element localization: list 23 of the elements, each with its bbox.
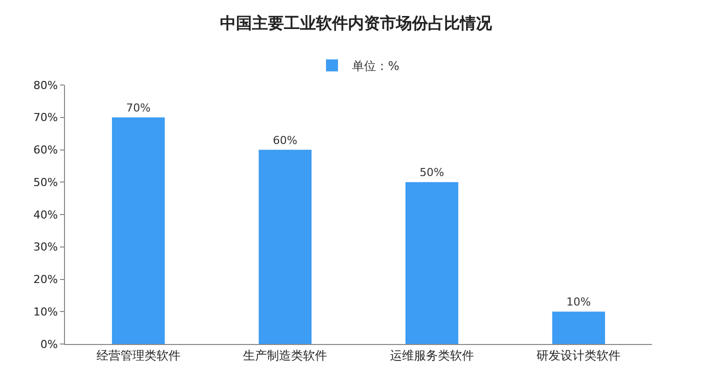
y-tick-label: 80% bbox=[33, 78, 58, 92]
bar bbox=[112, 117, 165, 344]
chart-title: 中国主要工业软件内资市场份占比情况 bbox=[220, 14, 493, 33]
data-label: 70% bbox=[126, 101, 151, 114]
data-label: 50% bbox=[420, 166, 444, 180]
x-tick-label: 运维服务类软件 bbox=[390, 348, 474, 362]
data-label: 10% bbox=[566, 296, 591, 309]
y-tick-label: 10% bbox=[33, 305, 58, 318]
y-tick-label: 60% bbox=[33, 144, 58, 157]
x-tick-label: 研发设计类软件 bbox=[536, 348, 621, 362]
y-tick-label: 0% bbox=[40, 338, 58, 351]
y-tick-label: 40% bbox=[33, 208, 58, 222]
bar bbox=[258, 150, 312, 344]
y-tick-label: 20% bbox=[33, 273, 58, 286]
y-tick-label: 50% bbox=[33, 176, 58, 189]
bar bbox=[552, 312, 606, 344]
x-tick-label: 经营管理类软件 bbox=[96, 348, 180, 362]
y-tick-label: 70% bbox=[33, 111, 58, 124]
data-label: 60% bbox=[272, 134, 298, 147]
bar bbox=[405, 182, 458, 344]
x-tick-label: 生产制造类软件 bbox=[243, 348, 328, 362]
legend-label: 单位：% bbox=[352, 59, 400, 73]
y-tick-label: 30% bbox=[33, 240, 58, 254]
